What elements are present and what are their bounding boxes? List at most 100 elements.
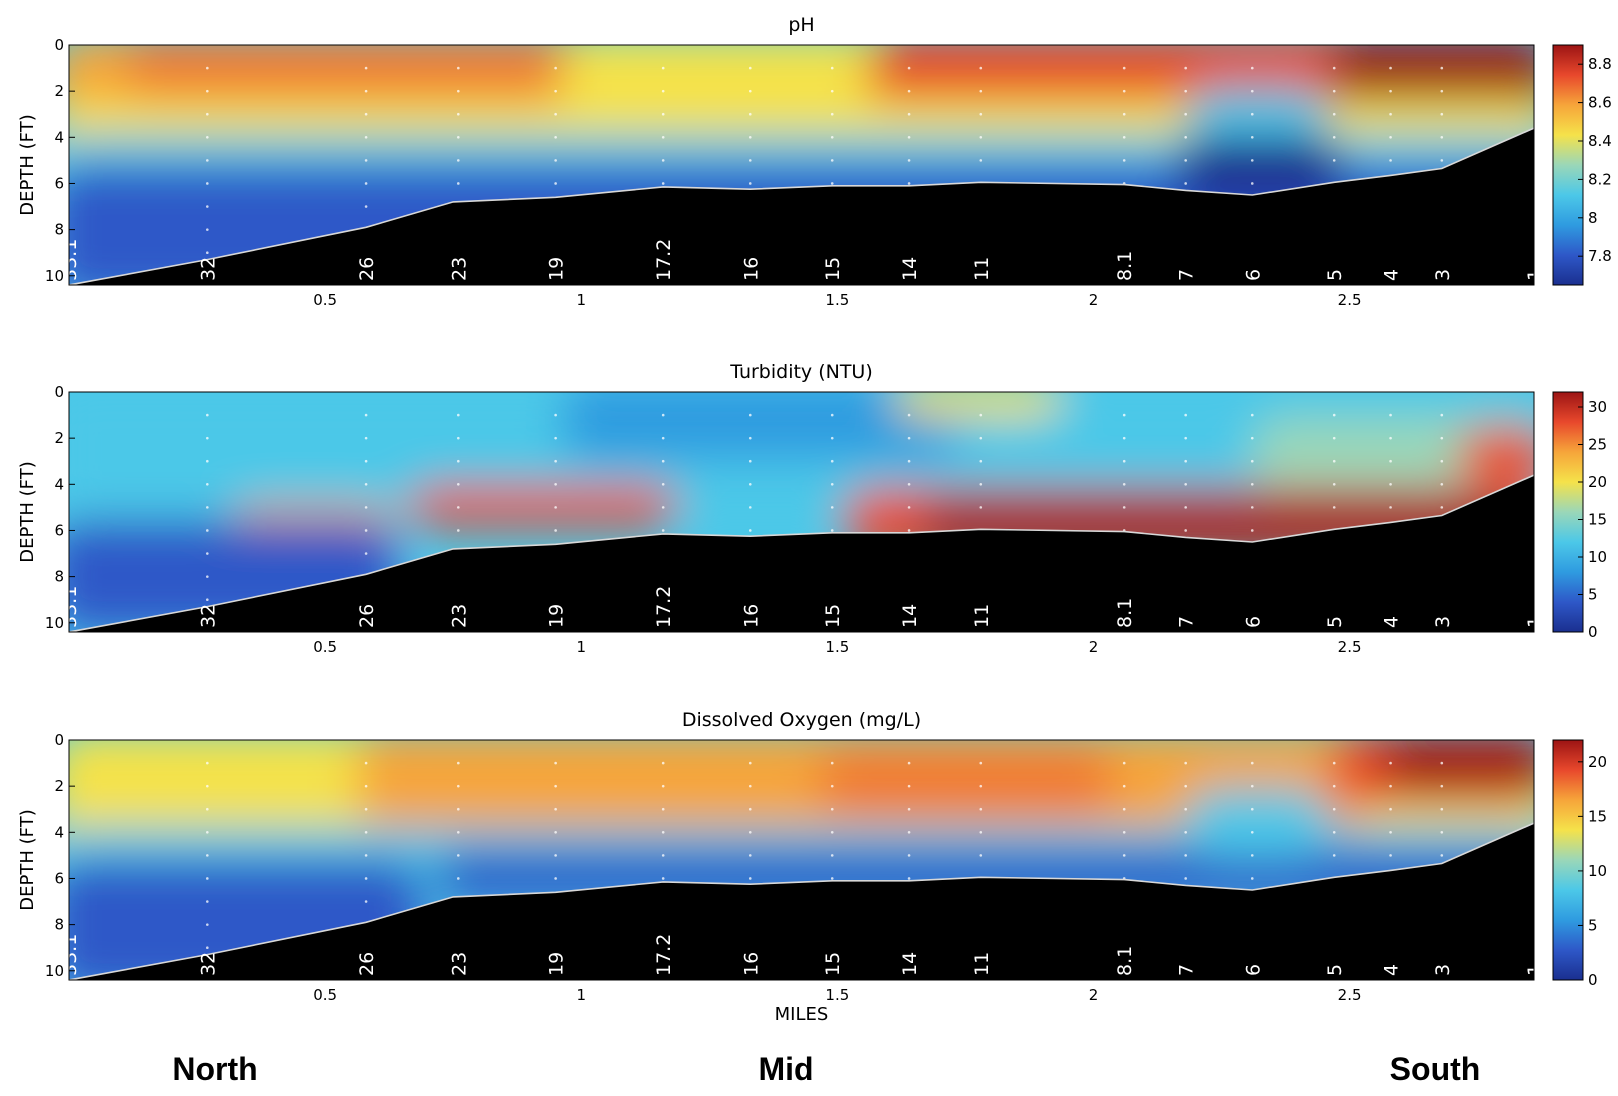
sample-point <box>830 877 834 880</box>
sample-point <box>1122 506 1126 509</box>
panel-title: pH <box>788 14 814 36</box>
sample-point <box>206 228 209 231</box>
sample-point <box>979 136 983 139</box>
sample-point <box>830 483 834 486</box>
station-label: 23 <box>448 952 470 976</box>
sample-point <box>457 831 460 834</box>
plot-frame <box>68 391 1535 633</box>
sample-point <box>206 205 209 208</box>
sample-point <box>554 159 557 162</box>
sample-point <box>830 529 834 532</box>
panel-1: 33.1 32 26 23 19 17.2 16 15 14 11 8.1 7 6 5 4 3 1 pH 0 2 4 6 8… <box>17 14 1612 309</box>
sample-point <box>1389 436 1392 440</box>
sample-point <box>1250 784 1254 788</box>
sample-point <box>1250 854 1254 857</box>
x-tick-label: 2 <box>1089 291 1099 309</box>
sample-point <box>830 436 834 440</box>
sample-point <box>206 436 209 440</box>
sample-point <box>1250 66 1254 70</box>
station-label: 16 <box>740 604 762 628</box>
sample-point <box>457 459 460 463</box>
station-label: 4 <box>1381 964 1403 976</box>
station-label: 17.2 <box>653 239 675 281</box>
sample-point <box>748 459 752 463</box>
sample-point <box>364 483 368 486</box>
y-tick-label: 4 <box>54 823 64 841</box>
sample-point <box>907 112 911 116</box>
sample-point <box>748 506 752 509</box>
sample-point <box>206 598 209 601</box>
sample-point <box>661 459 665 463</box>
sample-point <box>364 112 368 116</box>
sample-point <box>457 182 460 185</box>
sample-point <box>907 413 911 417</box>
sample-point <box>554 66 557 70</box>
sample-point <box>1440 413 1444 417</box>
sample-point <box>206 761 209 765</box>
y-tick-label: 2 <box>54 429 64 447</box>
sample-point <box>554 89 557 93</box>
sample-point <box>457 483 460 486</box>
sample-point <box>1389 831 1392 834</box>
sample-point <box>554 529 557 532</box>
x-tick-label: 2 <box>1089 638 1099 656</box>
bottom-profile-line <box>69 474 1534 632</box>
panel-title: Turbidity (NTU) <box>729 361 873 383</box>
field-cell <box>407 485 679 527</box>
sample-point <box>457 784 460 788</box>
sample-point <box>1184 66 1187 70</box>
sample-point <box>364 831 368 834</box>
sample-point <box>1389 89 1392 93</box>
station-label: 19 <box>546 257 568 281</box>
sample-point <box>1332 436 1336 440</box>
station-label: 5 <box>1324 269 1346 281</box>
plot-frame <box>68 44 1535 286</box>
sample-point <box>748 529 752 532</box>
sample-point <box>1122 831 1126 834</box>
sample-point <box>206 506 209 509</box>
sample-point <box>1250 459 1254 463</box>
station-label: 3 <box>1432 964 1454 976</box>
sample-point <box>1389 66 1392 70</box>
sample-point <box>1332 854 1336 857</box>
sample-point <box>457 413 460 417</box>
sample-point <box>364 761 368 765</box>
y-axis-label: DEPTH (FT) <box>17 809 38 910</box>
station-label: 1 <box>1524 269 1546 281</box>
sample-point <box>1122 483 1126 486</box>
colorbar-tick-label: 15 <box>1588 511 1607 529</box>
sample-point <box>661 136 665 139</box>
station-label: 4 <box>1381 269 1403 281</box>
field-cell <box>1380 740 1534 792</box>
sample-point <box>748 483 752 486</box>
sample-point <box>748 831 752 834</box>
sample-point <box>748 66 752 70</box>
sample-point <box>1250 182 1254 185</box>
sample-point <box>1440 136 1444 139</box>
sample-point <box>206 136 209 139</box>
bottom-profile-line <box>69 127 1534 285</box>
sample-point <box>1184 182 1187 185</box>
sample-point <box>206 89 209 93</box>
sample-point <box>1184 436 1187 440</box>
sample-point <box>1184 831 1187 834</box>
sample-point <box>364 459 368 463</box>
sample-point <box>830 136 834 139</box>
sample-point <box>1250 112 1254 116</box>
station-label: 15 <box>822 604 844 628</box>
station-label: 15 <box>822 257 844 281</box>
sample-point <box>907 136 911 139</box>
sample-point <box>364 436 368 440</box>
sample-point <box>748 182 752 185</box>
y-tick-label: 2 <box>54 777 64 795</box>
sample-point <box>748 877 752 880</box>
channel-bottom <box>69 128 1534 285</box>
channel-bottom <box>69 823 1534 980</box>
sample-point <box>979 483 983 486</box>
colorbar-tick-label: 25 <box>1588 436 1607 454</box>
sample-point <box>1389 784 1392 788</box>
sample-point <box>364 89 368 93</box>
sample-point <box>1389 413 1392 417</box>
sample-point <box>554 877 557 880</box>
sample-point <box>206 877 209 880</box>
